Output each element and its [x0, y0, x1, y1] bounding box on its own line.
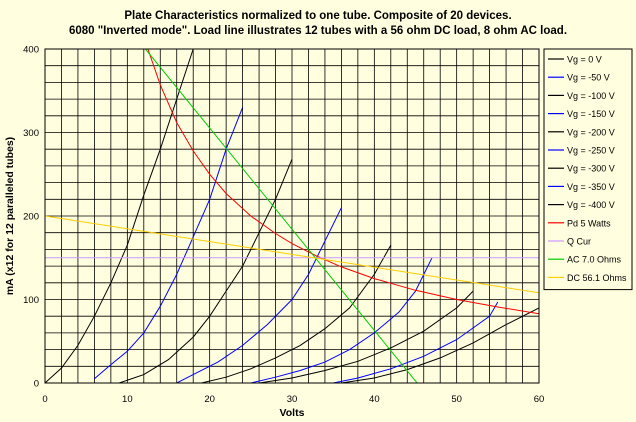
chart-subtitle: 6080 "Inverted mode". Load line illustra… [68, 25, 568, 37]
x-tick-label: 20 [204, 394, 215, 405]
legend-label: AC 7.0 Ohms [567, 255, 622, 265]
series-line-vg-50-v [94, 107, 244, 380]
legend-label: DC 56.1 Ohms [567, 273, 627, 283]
legend-item: Vg = -200 V [548, 127, 615, 137]
series-line-dc-56-1-ohms [45, 215, 539, 294]
legend-item: Vg = -250 V [548, 146, 615, 156]
legend-item: Vg = -50 V [548, 73, 610, 83]
y-tick-label: 400 [23, 45, 39, 56]
x-tick-label: 60 [534, 394, 545, 405]
legend-label: Vg = -250 V [567, 146, 615, 156]
x-tick-label: 10 [122, 394, 133, 405]
legend-label: Pd 5 Watts [567, 218, 611, 228]
series-line-pd-5-watts [147, 49, 539, 315]
series-line-vg-200-v [201, 244, 392, 383]
grid [45, 49, 539, 383]
x-tick-label: 40 [369, 394, 380, 405]
legend: Vg = 0 V Vg = -50 V Vg = -100 V Vg = -150 V… [543, 48, 633, 291]
x-tick-label: 0 [42, 394, 47, 405]
y-axis-label: mA (x12 for 12 paralleled tubes) [4, 137, 16, 295]
y-tick-label: 300 [23, 128, 39, 139]
series-line-vg-150-v [176, 207, 342, 383]
y-tick-label: 0 [34, 379, 39, 390]
legend-label: Vg = 0 V [567, 55, 602, 65]
x-tick-label: 50 [451, 394, 462, 405]
series-line-vg-100-v [118, 159, 293, 383]
legend-item: DC 56.1 Ohms [548, 273, 627, 283]
series-line-ac-7-0-ohms [145, 49, 418, 383]
chart-title-block: Plate Characteristics normalized to one … [0, 9, 636, 39]
y-tick-label: 200 [23, 212, 39, 223]
legend-label: Vg = -350 V [567, 182, 615, 192]
series-line-vg-350-v [333, 301, 499, 383]
legend-item: Pd 5 Watts [548, 218, 611, 228]
series-line-vg-0-v [45, 49, 194, 383]
legend-label: Q Cur [567, 237, 591, 247]
legend-item: Vg = -350 V [548, 182, 615, 192]
legend-label: Vg = -50 V [567, 73, 610, 83]
legend-item: Vg = -300 V [548, 164, 615, 174]
legend-label: Vg = -400 V [567, 200, 615, 210]
legend-item: Q Cur [548, 237, 591, 247]
legend-item: Vg = 0 V [548, 55, 602, 65]
axis-ticks: 0 10 20 30 40 50 60 0 100 200 300 400 [23, 45, 544, 406]
series-line-vg-400-v [341, 307, 539, 383]
legend-item: Vg = -100 V [548, 91, 615, 101]
x-tick-label: 30 [287, 394, 298, 405]
plot-frame [44, 48, 540, 384]
legend-label: Vg = -100 V [567, 91, 615, 101]
series-lines [45, 49, 539, 383]
y-tick-label: 100 [23, 295, 39, 306]
legend-item: AC 7.0 Ohms [548, 255, 622, 265]
legend-item: Vg = -400 V [548, 200, 615, 210]
legend-label: Vg = -300 V [567, 164, 615, 174]
series-line-vg-250-v [250, 257, 433, 383]
legend-box [543, 48, 633, 291]
legend-item: Vg = -150 V [548, 109, 615, 119]
chart-title: Plate Characteristics normalized to one … [124, 10, 512, 22]
legend-label: Vg = -200 V [567, 127, 615, 137]
x-axis-label: Volts [280, 407, 305, 419]
legend-label: Vg = -150 V [567, 109, 615, 119]
series-line-vg-300-v [259, 290, 474, 383]
